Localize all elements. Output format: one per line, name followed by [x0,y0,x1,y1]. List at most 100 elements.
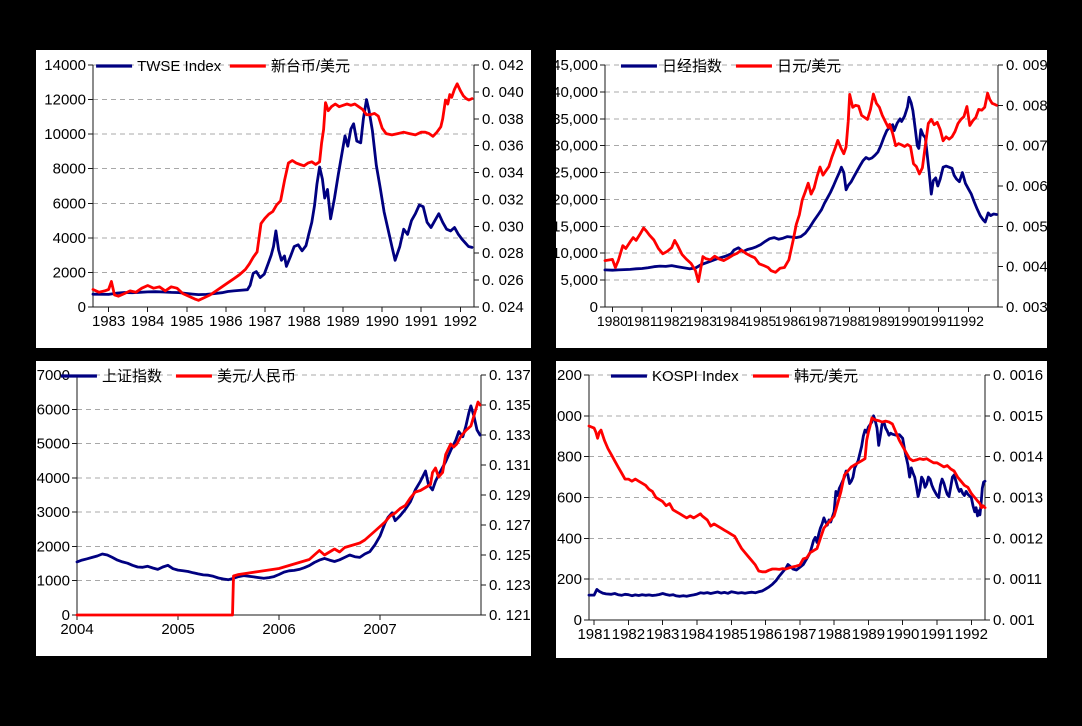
x-axis-tick-label: 1990 [893,313,924,329]
chart-panel-sse-index-vs-usd-cny: 7000 6000 5000 4000 3000 2000 1000 0 0. 137 0. 13… [36,361,531,656]
x-axis-tick-label: 1992 [444,313,477,330]
right-axis-tick-label: 0. 028 [482,245,524,262]
legend: 日经指数 日元/美元 [620,58,841,75]
legend-item: 上证指数 [60,368,162,385]
x-axis-tick-label: 1991 [923,313,954,329]
legend-item: 韩元/美元 [752,368,858,385]
x-axis-tick-label: 1987 [804,313,835,329]
chart-panel-nikkei-vs-jpy-usd: 45,000 40,000 35,000 30,000 25,000 20,000 15,0… [552,50,1048,348]
series-line-上证指数 [75,404,482,582]
x-axis-tick-label: 1980 [597,313,628,329]
right-axis-tick-label: 0. 030 [482,218,524,235]
right-axis-tick-label: 0. 034 [482,165,524,182]
legend-label: KOSPI Index [652,368,739,385]
x-axis-tick-label: 1984 [680,626,713,643]
x-axis-tick-label: 1982 [612,626,645,643]
x-axis-tick-label: 1988 [834,313,865,329]
x-axis-tick-label: 1986 [749,626,782,643]
legend: 上证指数 美元/人民币 [60,368,296,385]
left-axis-tick-label: 0 [590,299,598,316]
x-axis-tick-label: 1990 [886,626,919,643]
series-line-日经指数 [603,95,998,272]
series-line-新台币/美元 [91,82,474,302]
legend: KOSPI Index 韩元/美元 [610,368,858,385]
axis-labels: 1200 1000 800 600 400 200 0 0. 0016 0. 0015 0. 00… [549,367,1043,643]
legend-label: 上证指数 [102,368,162,385]
series-line-日元/美元 [603,91,998,284]
left-axis-tick-label: 5000 [37,436,70,453]
legend-item: TWSE Index [96,58,222,75]
left-axis-tick-label: 40,000 [556,84,598,101]
legend-label: 韩元/美元 [794,368,858,385]
legend-label: 日经指数 [662,58,722,75]
legend-item: 新台币/美元 [229,58,350,75]
right-axis-tick-label: 0. 0014 [993,449,1043,466]
x-axis-tick-label: 1983 [646,626,679,643]
x-axis-tick-label: 1988 [817,626,850,643]
left-axis-tick-label: 25,000 [556,165,598,182]
right-axis-tick-label: 0. 137 [489,367,531,384]
left-axis-tick-label: 6000 [53,195,86,212]
right-axis-tick-label: 0. 0016 [993,367,1043,384]
right-axis-tick-label: 0. 008 [1006,97,1047,114]
right-axis-tick-label: 0. 038 [482,111,524,128]
axes [600,64,1003,312]
left-axis-tick-label: 14000 [44,57,86,74]
x-axis-tick-label: 1989 [326,313,359,330]
right-axis-tick-label: 0. 006 [1006,178,1047,195]
x-axis-tick-label: 1986 [209,313,242,330]
right-axis-tick-label: 0. 0012 [993,530,1043,547]
chart-svg-sse: 7000 6000 5000 4000 3000 2000 1000 0 0. 137 0. 13… [37,367,531,638]
right-axis-tick-label: 0. 0013 [993,490,1043,507]
right-axis-tick-label: 0. 0015 [993,408,1043,425]
x-axis-tick-label: 2007 [363,621,396,638]
x-axis-tick-label: 1987 [783,626,816,643]
left-axis-tick-label: 20,000 [556,191,598,208]
right-axis-tick-label: 0. 036 [482,138,524,155]
x-axis-tick-label: 2006 [262,621,295,638]
right-axis-tick-label: 0. 009 [1006,57,1047,74]
axes [584,374,990,625]
right-axis-tick-label: 0. 125 [489,547,531,564]
left-axis-tick-label: 3000 [37,504,70,521]
x-axis-tick-label: 1991 [405,313,438,330]
legend-item: 日元/美元 [735,58,841,75]
x-axis-tick-label: 1992 [955,626,988,643]
right-axis-tick-label: 0. 133 [489,427,531,444]
right-axis-tick-label: 0. 024 [482,299,524,316]
right-axis-tick-label: 0. 004 [1006,259,1047,276]
left-axis-tick-label: 7000 [37,367,70,384]
right-axis-tick-label: 0. 040 [482,84,524,101]
right-axis-tick-label: 0. 123 [489,577,531,594]
gridlines [77,374,481,582]
left-axis-tick-label: 8000 [53,161,86,178]
left-axis-tick-label: 10,000 [556,245,598,262]
x-axis-tick-label: 1982 [656,313,687,329]
series-line-KOSPI Index [587,414,987,598]
left-axis-tick-label: 400 [557,530,582,547]
legend: TWSE Index 新台币/美元 [96,58,350,75]
right-axis-tick-label: 0. 042 [482,57,524,74]
legend-label: TWSE Index [137,58,222,75]
x-axis-tick-label: 2004 [60,621,93,638]
right-axis-tick-label: 0. 001 [993,612,1035,629]
left-axis-tick-label: 35,000 [556,111,598,128]
left-axis-tick-label: 800 [557,449,582,466]
right-axis-tick-label: 0. 026 [482,272,524,289]
left-axis-tick-label: 0 [62,607,70,624]
x-axis-tick-label: 1988 [287,313,320,330]
left-axis-tick-label: 15,000 [556,218,598,235]
legend-label: 美元/人民币 [217,368,296,385]
series-line-美元/人民币 [75,400,482,617]
axis-labels: 14000 12000 10000 8000 6000 4000 2000 0 0. 042 0.… [44,57,523,330]
left-axis-tick-label: 0 [78,299,86,316]
x-axis-tick-label: 1989 [864,313,895,329]
series-line-韩元/美元 [587,416,987,574]
left-axis-tick-label: 5,000 [560,272,598,289]
axis-labels: 45,000 40,000 35,000 30,000 25,000 20,000 15,0… [552,57,1048,329]
axes [88,64,479,312]
x-axis-tick-label: 1985 [170,313,203,330]
right-axis-tick-label: 0. 129 [489,487,531,504]
right-axis-tick-label: 0. 005 [1006,218,1047,235]
